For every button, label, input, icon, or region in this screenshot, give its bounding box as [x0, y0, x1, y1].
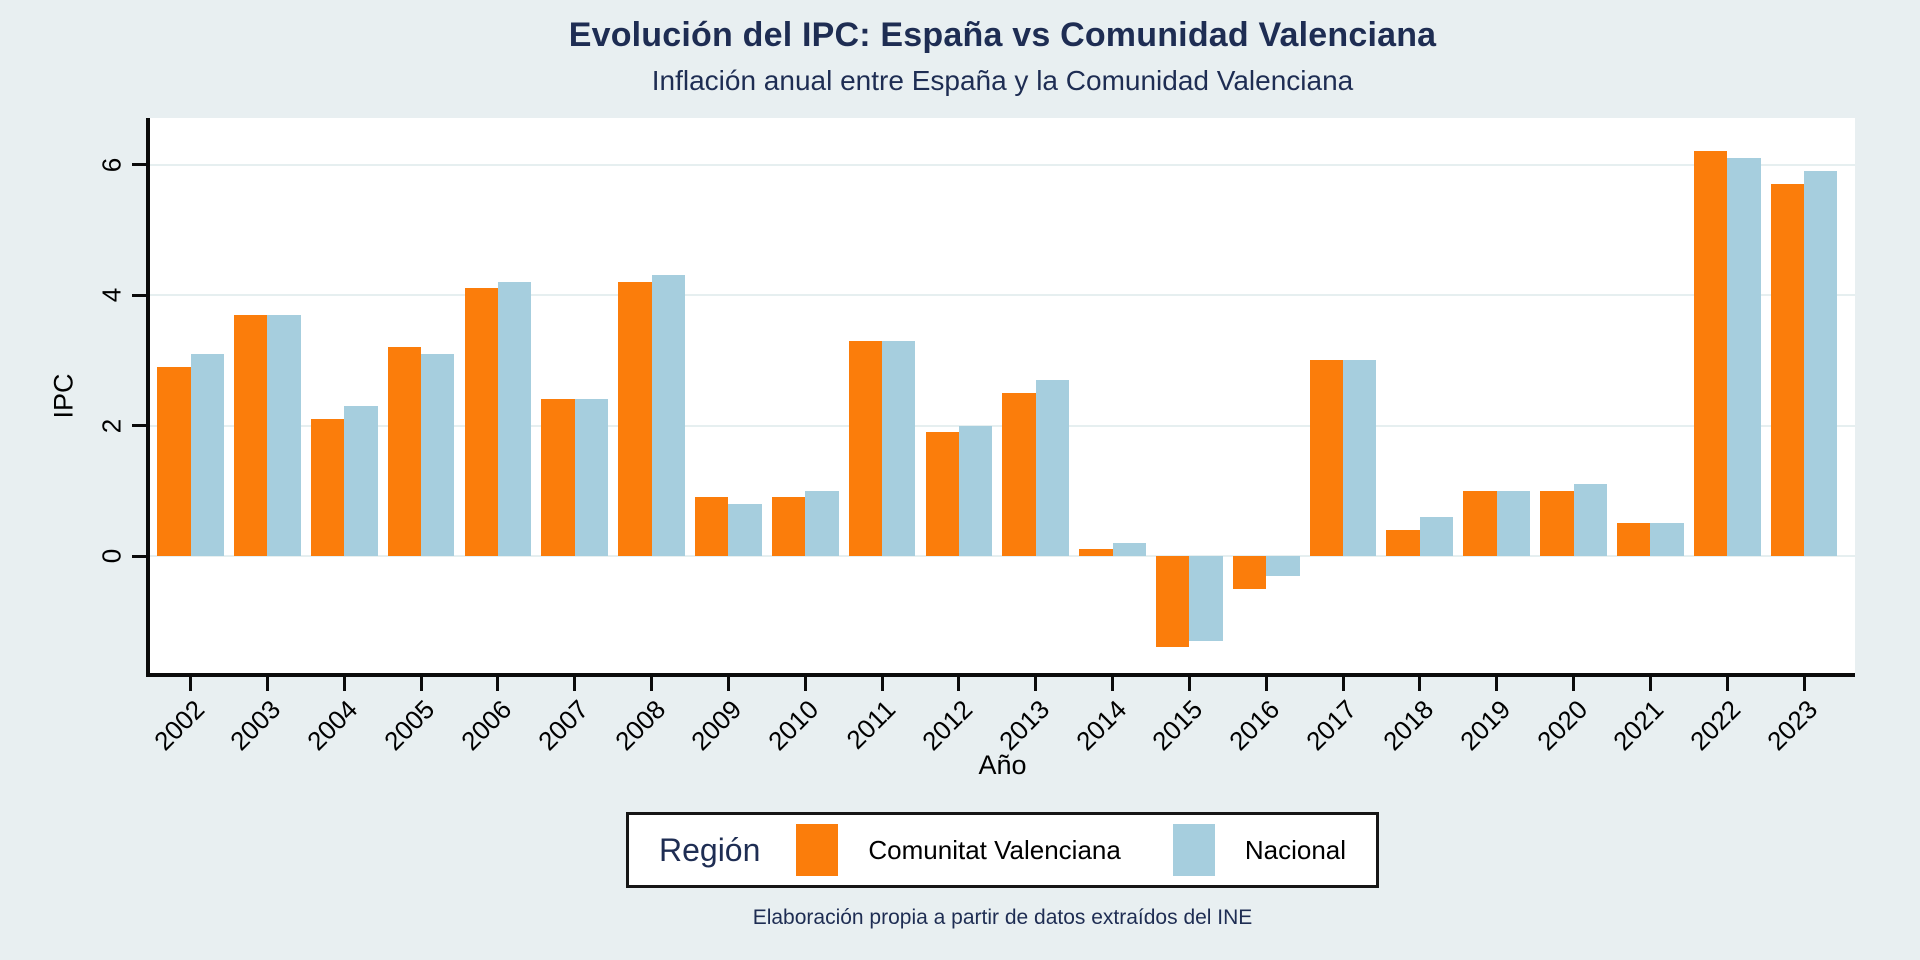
y-tick-0 [132, 554, 146, 558]
x-tick-2016 [1264, 677, 1268, 691]
plot-area: 0 2 4 6 2002 2003 2004 2005 2006 2007 2008 2009 2010… [97, 118, 1855, 756]
x-tick-2015 [1187, 677, 1191, 691]
bar-2022-nacional [1727, 157, 1761, 556]
x-tick-2021 [1648, 677, 1652, 691]
x-tick-2022 [1725, 677, 1729, 691]
legend-label-nacional: Nacional [1244, 834, 1347, 865]
bar-2003-nacional [267, 314, 301, 556]
bar-2016-nacional [1266, 556, 1300, 576]
x-tick-2018 [1418, 677, 1422, 691]
x-tick-2003 [265, 677, 269, 691]
x-tick-2008 [650, 677, 654, 691]
legend-swatch-nacional [1172, 824, 1215, 876]
y-tick-label-2: 2 [96, 418, 127, 433]
bar-2012-comunitat-valenciana [925, 432, 959, 556]
bar-2018-comunitat-valenciana [1386, 529, 1420, 556]
x-tick-2007 [573, 677, 577, 691]
bar-2013-nacional [1035, 379, 1070, 556]
bar-2008-comunitat-valenciana [618, 281, 652, 556]
x-tick-2012 [957, 677, 961, 691]
bar-2005-comunitat-valenciana [387, 347, 422, 556]
x-tick-2009 [726, 677, 730, 691]
bar-2004-nacional [344, 405, 378, 556]
bar-2008-nacional [651, 275, 685, 556]
bar-2012-nacional [958, 425, 993, 556]
x-axis-line [146, 673, 1855, 677]
x-tick-2014 [1111, 677, 1115, 691]
x-tick-2017 [1341, 677, 1345, 691]
legend-row: Región Comunitat Valenciana Nacional [150, 812, 1855, 888]
y-tick-label-6: 6 [96, 157, 127, 172]
bar-2015-nacional [1189, 556, 1223, 641]
bar-2010-nacional [805, 490, 839, 556]
x-tick-2013 [1034, 677, 1038, 691]
bar-2023-comunitat-valenciana [1770, 184, 1805, 556]
x-tick-2019 [1495, 677, 1499, 691]
x-axis-title: Año [978, 750, 1027, 780]
bar-2019-comunitat-valenciana [1463, 490, 1497, 556]
bar-2023-nacional [1804, 171, 1838, 556]
bar-2022-comunitat-valenciana [1693, 151, 1728, 556]
x-tick-2002 [189, 677, 193, 691]
legend-title: Región [658, 831, 761, 868]
y-tick-label-4: 4 [96, 287, 127, 303]
bar-2020-comunitat-valenciana [1540, 490, 1574, 556]
y-tick-4 [132, 293, 146, 297]
bar-2007-nacional [574, 399, 609, 556]
bar-2021-nacional [1650, 523, 1684, 556]
bar-2010-comunitat-valenciana [771, 497, 806, 556]
legend-swatch-comunitat-valenciana [796, 824, 839, 876]
bar-2003-comunitat-valenciana [234, 314, 268, 556]
bar-2006-comunitat-valenciana [464, 288, 498, 556]
bar-2021-comunitat-valenciana [1616, 523, 1651, 556]
bar-2009-nacional [728, 503, 762, 556]
bar-2014-comunitat-valenciana [1079, 549, 1113, 556]
x-tick-2023 [1802, 677, 1806, 691]
chart-caption: Elaboración propia a partir de datos ext… [752, 906, 1253, 929]
y-tick-label-0: 0 [96, 548, 127, 564]
bar-2004-comunitat-valenciana [310, 418, 345, 556]
legend: Región Comunitat Valenciana Nacional [625, 812, 1380, 888]
gridline-y-4 [150, 294, 1855, 296]
bar-2015-comunitat-valenciana [1155, 556, 1190, 648]
bar-2009-comunitat-valenciana [695, 497, 729, 556]
chart-subtitle: Inflación anual entre España y la Comuni… [651, 65, 1354, 96]
y-axis-title: IPC [48, 373, 79, 419]
title-block: Evolución del IPC: España vs Comunidad V… [150, 16, 1855, 97]
x-tick-2010 [803, 677, 807, 691]
bar-2019-nacional [1496, 490, 1531, 556]
bar-2018-nacional [1419, 516, 1454, 556]
bar-2011-comunitat-valenciana [848, 340, 883, 556]
x-tick-2004 [342, 677, 346, 691]
y-tick-2 [132, 424, 146, 427]
x-tick-2006 [496, 677, 500, 691]
bar-2017-nacional [1343, 360, 1377, 556]
bar-2013-comunitat-valenciana [1002, 392, 1036, 556]
bar-2020-nacional [1573, 484, 1607, 556]
legend-label-comunitat-valenciana: Comunitat Valenciana [868, 834, 1121, 865]
gridline-y-6 [150, 163, 1855, 166]
bar-2007-comunitat-valenciana [541, 399, 575, 556]
x-tick-2020 [1572, 677, 1576, 691]
bar-2002-comunitat-valenciana [157, 366, 191, 556]
bar-2014-nacional [1112, 542, 1146, 556]
bar-2005-nacional [421, 353, 455, 556]
y-tick-6 [132, 163, 146, 166]
gridline-y-0 [150, 555, 1855, 557]
x-tick-2011 [880, 677, 884, 691]
bar-2017-comunitat-valenciana [1309, 360, 1344, 556]
y-axis-line [146, 118, 150, 677]
bar-2016-comunitat-valenciana [1232, 556, 1267, 589]
chart-title: Evolución del IPC: España vs Comunidad V… [568, 16, 1437, 54]
bar-2011-nacional [882, 340, 916, 556]
bar-2002-nacional [190, 353, 224, 556]
bar-2006-nacional [497, 281, 532, 556]
x-tick-2005 [419, 677, 423, 691]
